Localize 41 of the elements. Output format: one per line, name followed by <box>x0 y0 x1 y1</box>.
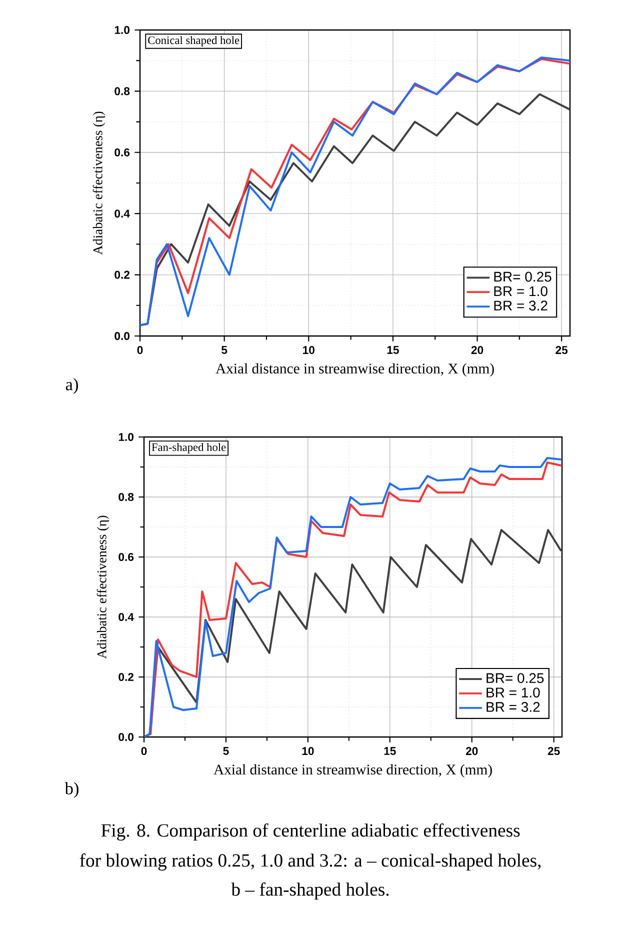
legend-label: BR = 1.0 <box>486 688 540 698</box>
x-tick-label: 15 <box>384 747 396 755</box>
y-tick-label: 0.4 <box>118 612 134 621</box>
y-tick-label: 0.8 <box>114 87 130 96</box>
annotation: Conical shaped hole <box>148 36 240 46</box>
y-tick-label: 0.0 <box>118 732 134 742</box>
text: b) <box>64 782 78 798</box>
y-tick-label: 1.0 <box>118 432 134 441</box>
x-axis-title: Axial distance in streamwise direction, X (mm) <box>214 764 492 778</box>
x-axis-title: Axial distance in streamwise direction, X (mm) <box>216 363 494 377</box>
x-tick-label: 10 <box>303 346 314 354</box>
y-tick-label: 0.2 <box>114 270 130 279</box>
y-tick-label: 0.6 <box>114 148 130 156</box>
x-tick-label: 15 <box>387 346 399 354</box>
x-tick-label: 25 <box>556 346 568 354</box>
y-tick-label: 0.0 <box>114 332 130 340</box>
x-tick-label: 0 <box>141 747 147 756</box>
legend-label: BR = 1.0 <box>494 286 548 296</box>
x-tick-label: 5 <box>223 747 229 755</box>
x-tick-label: 20 <box>471 346 484 354</box>
legend-label: BR = 3.2 <box>486 702 540 712</box>
y-axis-title: Adiabatic effectiveness (η) <box>92 112 106 255</box>
y-tick-label: 0.6 <box>118 552 134 561</box>
x-tick-label: 10 <box>302 747 314 756</box>
caption: Fig. 8. Comparison of centerline adiabatic effectiveness <box>101 823 520 841</box>
text: a) <box>66 378 78 394</box>
x-tick-label: 25 <box>548 747 560 756</box>
legend-label: BR = 3.2 <box>494 300 548 311</box>
legend-label: BR= 0.25 <box>494 272 552 282</box>
y-tick-label: 0.2 <box>118 672 134 682</box>
y-tick-label: 1.0 <box>114 26 130 34</box>
text: for blowing ratios 0.25, 1.0 and 3.2: a – conical-shaped holes, <box>80 853 541 871</box>
legend-label: BR= 0.25 <box>486 673 544 684</box>
text: b – fan-shaped holes. <box>231 882 389 900</box>
y-axis-title: Adiabatic effectiveness (η) <box>96 516 110 659</box>
x-tick-label: 5 <box>222 346 228 354</box>
x-tick-label: 0 <box>137 346 143 354</box>
y-tick-label: 0.4 <box>114 210 130 218</box>
y-tick-label: 0.8 <box>118 492 134 501</box>
x-tick-label: 20 <box>466 747 478 756</box>
annotation: Fan-shaped hole <box>152 443 226 454</box>
